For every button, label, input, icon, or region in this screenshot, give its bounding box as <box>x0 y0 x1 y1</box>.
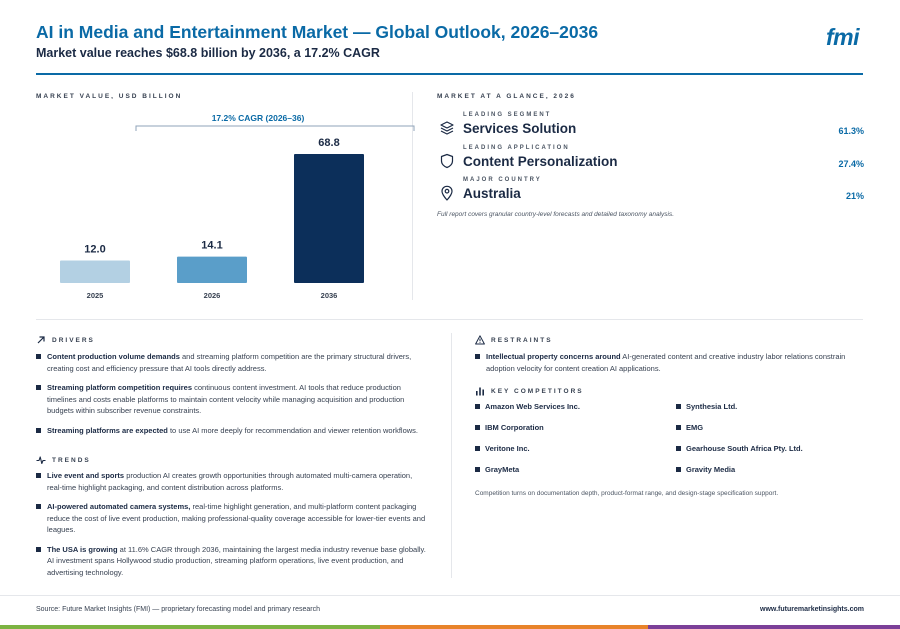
drivers-list: Content production volume demands and st… <box>36 351 426 444</box>
bar-2026 <box>177 256 247 283</box>
bar-2036 <box>294 154 364 283</box>
footer-source: Source: Future Market Insights (FMI) — p… <box>36 606 320 613</box>
footer-band-green <box>0 625 380 629</box>
competitors-heading: KEY COMPETITORS <box>491 387 584 395</box>
competitor-item: EMG <box>676 423 865 432</box>
shield-icon <box>440 153 454 169</box>
header-rule <box>36 73 863 75</box>
footer-band-purple <box>648 625 900 629</box>
footer-band-orange <box>380 625 648 629</box>
bar-2025 <box>60 260 130 283</box>
section-divider <box>36 319 863 320</box>
market-value-heading: MARKET VALUE, USD BILLION <box>36 93 183 100</box>
list-item: Streaming platforms are expected to use … <box>36 425 426 437</box>
restraints-header: RESTRAINTS <box>475 335 553 345</box>
bar-value-label: 68.8 <box>318 137 339 149</box>
glance-value: 21% <box>845 191 864 201</box>
glance-heading: MARKET AT A GLANCE, 2026 <box>437 93 576 100</box>
x-tick-label: 2025 <box>87 291 104 300</box>
glance-name: Australia <box>463 186 521 201</box>
competitor-item: GrayMeta <box>475 465 676 474</box>
glance-label: MAJOR COUNTRY <box>463 177 542 183</box>
footer-rule <box>0 595 900 596</box>
glance-name: Content Personalization <box>463 154 618 169</box>
bar-value-label: 12.0 <box>84 244 105 256</box>
competitor-item: IBM Corporation <box>475 423 676 432</box>
competitor-item: Veritone Inc. <box>475 444 676 453</box>
glance-leading-application: LEADING APPLICATION Content Personalizat… <box>437 145 864 177</box>
trend-arrow-icon <box>37 336 45 344</box>
layers-icon <box>440 121 454 135</box>
trends-heading: TRENDS <box>52 456 91 464</box>
map-pin-icon <box>441 185 453 201</box>
market-value-chart: 17.2% CAGR (2026–36) 12.0 2025 14.1 2026 68.… <box>36 108 415 308</box>
page-title: AI in Media and Entertainment Market — G… <box>36 22 599 42</box>
column-divider-lower <box>451 333 452 578</box>
trends-header: TRENDS <box>36 455 91 465</box>
list-item: AI-powered automated camera systems, rea… <box>36 501 426 536</box>
glance-name: Services Solution <box>463 121 577 136</box>
competitors-header: KEY COMPETITORS <box>475 386 584 396</box>
competitor-item: Gearhouse South Africa Pty. Ltd. <box>676 444 865 453</box>
pulse-icon <box>36 456 46 465</box>
x-tick-label: 2026 <box>204 291 221 300</box>
glance-major-country: MAJOR COUNTRY Australia 21% <box>437 177 864 209</box>
restraints-heading: RESTRAINTS <box>491 336 553 344</box>
footer-website-link[interactable]: www.futuremarketinsights.com <box>760 606 864 613</box>
cagr-bracket <box>135 125 415 131</box>
list-item: The USA is growing at 11.6% CAGR through… <box>36 544 426 579</box>
bar-chart-svg: 17.2% CAGR (2026–36) 12.0 2025 14.1 2026 68.… <box>60 113 415 300</box>
page-subtitle: Market value reaches $68.8 billion by 20… <box>36 46 380 60</box>
warning-icon <box>475 335 485 345</box>
list-item: Streaming platform competition requires … <box>36 382 426 417</box>
trends-list: Live event and sports production AI crea… <box>36 470 426 586</box>
x-tick-label: 2036 <box>321 291 338 300</box>
competitors-grid: Amazon Web Services Inc. Synthesia Ltd. … <box>475 402 865 474</box>
competitors-note: Competition turns on documentation depth… <box>475 490 779 497</box>
list-item: Intellectual property concerns around AI… <box>475 351 863 374</box>
cagr-bracket-line <box>135 125 415 131</box>
glance-value: 27.4% <box>838 159 864 169</box>
fmi-logo[interactable]: fmi <box>826 24 860 50</box>
competitor-item: Amazon Web Services Inc. <box>475 402 676 411</box>
drivers-header: DRIVERS <box>36 335 95 345</box>
competitor-item: Synthesia Ltd. <box>676 402 865 411</box>
drivers-heading: DRIVERS <box>52 336 95 344</box>
column-divider <box>412 92 413 300</box>
cagr-annotation: 17.2% CAGR (2026–36) <box>212 113 305 123</box>
bar-value-label: 14.1 <box>201 240 222 252</box>
list-item: Live event and sports production AI crea… <box>36 470 426 493</box>
list-item: Content production volume demands and st… <box>36 351 426 374</box>
competitor-item: Gravity Media <box>676 465 865 474</box>
glance-leading-segment: LEADING SEGMENT Services Solution 61.3% <box>437 112 864 144</box>
glance-note: Full report covers granular country-leve… <box>437 211 675 218</box>
glance-label: LEADING APPLICATION <box>463 145 570 151</box>
glance-label: LEADING SEGMENT <box>463 112 552 118</box>
glance-value: 61.3% <box>838 126 864 136</box>
bar-chart-icon <box>476 387 484 396</box>
restraints-list: Intellectual property concerns around AI… <box>475 351 863 382</box>
